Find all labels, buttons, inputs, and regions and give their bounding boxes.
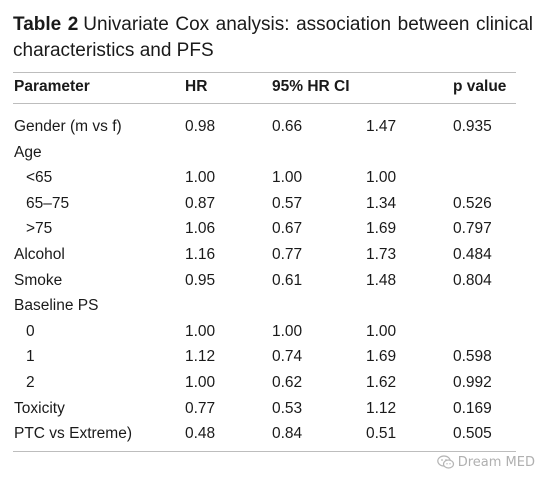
cell-ci-low: 0.74 [272,348,303,366]
header-hr: HR [185,78,208,95]
cell-parameter: >75 [26,220,53,238]
cell-hr: 1.00 [185,374,216,391]
cell-ci-high: 1.69 [366,348,397,366]
cell-ci-low: 1.00 [272,322,303,340]
cell-parameter: <65 [26,169,53,187]
bottom-rule [13,451,516,452]
cell-parameter: Age [14,143,42,161]
cell-ci-high: 1.12 [366,399,397,417]
cell-ci-high: 1.00 [366,169,397,187]
cell-parameter: 65–75 [26,194,70,212]
cell-ci-high: 1.47 [366,118,397,135]
cell-parameter: Gender (m vs f) [14,118,122,135]
cell-hr: 1.00 [185,322,216,340]
cell-parameter: PTC vs Extreme) [14,425,132,443]
table-caption: Table 2 Univariate Cox analysis: associat… [13,12,533,64]
table-label: Table 2 [13,14,79,35]
header-ci: 95% HR CI [272,78,350,95]
cell-ci-high: 1.00 [366,322,397,340]
wechat-icon [436,454,455,470]
cell-p-value: 0.484 [453,246,492,263]
table-row: Age [0,143,553,168]
cell-p-value: 0.804 [453,271,492,289]
cell-ci-high: 1.48 [366,271,397,289]
cell-parameter: Smoke [14,271,63,289]
table-row: >75 1.06 0.67 1.69 0.797 [0,219,553,244]
cell-hr: 1.16 [185,246,216,263]
cell-p-value: 0.935 [453,118,492,135]
cell-ci-low: 0.61 [272,271,303,289]
table-row: Gender (m vs f) 0.98 0.66 1.47 0.935 [0,117,553,142]
table-row: Smoke 0.95 0.61 1.48 0.804 [0,271,553,296]
cell-hr: 0.48 [185,425,216,443]
table-row: 1 1.12 0.74 1.69 0.598 [0,347,553,372]
cell-hr: 0.87 [185,194,216,212]
table-row: PTC vs Extreme) 0.48 0.84 0.51 0.505 [0,424,553,449]
cell-parameter: 1 [26,348,35,366]
cell-p-value: 0.505 [453,425,492,443]
cell-ci-low: 0.77 [272,246,303,263]
cell-parameter: 2 [26,374,35,391]
cell-p-value: 0.992 [453,374,492,391]
cell-ci-low: 0.66 [272,118,303,135]
cell-parameter: Alcohol [14,246,65,263]
table-row: 65–75 0.87 0.57 1.34 0.526 [0,194,553,219]
cell-hr: 1.00 [185,169,216,187]
table-row: 0 1.00 1.00 1.00 [0,322,553,347]
table-title: Univariate Cox analysis: association bet… [13,14,533,61]
cell-ci-high: 1.34 [366,194,397,212]
header-p-value: p value [453,78,507,95]
cell-hr: 1.12 [185,348,216,366]
cell-ci-low: 0.84 [272,425,303,443]
cell-ci-low: 0.57 [272,194,303,212]
table-row: <65 1.00 1.00 1.00 [0,168,553,193]
cell-p-value: 0.169 [453,399,492,417]
cell-ci-high: 1.62 [366,374,397,391]
cell-parameter: 0 [26,322,35,340]
cell-p-value: 0.598 [453,348,492,366]
watermark-text: Dream MED [457,454,535,470]
cell-ci-low: 1.00 [272,169,303,187]
cell-ci-low: 0.67 [272,220,303,238]
cell-parameter: Baseline PS [14,297,99,315]
top-rule [13,72,516,73]
cell-p-value: 0.797 [453,220,492,238]
cell-hr: 0.77 [185,399,216,417]
cell-p-value: 0.526 [453,194,492,212]
cell-hr: 1.06 [185,220,216,238]
table-row: Toxicity 0.77 0.53 1.12 0.169 [0,399,553,424]
cell-hr: 0.98 [185,118,216,135]
header-rule [13,103,516,104]
watermark: Dream MED [436,451,535,473]
header-parameter: Parameter [14,78,90,95]
cell-parameter: Toxicity [14,399,65,417]
cell-ci-high: 0.51 [366,425,397,443]
table-row: 2 1.00 0.62 1.62 0.992 [0,373,553,398]
cell-ci-high: 1.69 [366,220,397,238]
cell-ci-high: 1.73 [366,246,397,263]
cell-ci-low: 0.53 [272,399,303,417]
cell-hr: 0.95 [185,271,216,289]
table-row: Alcohol 1.16 0.77 1.73 0.484 [0,245,553,270]
cell-ci-low: 0.62 [272,374,303,391]
table-row: Baseline PS [0,296,553,321]
